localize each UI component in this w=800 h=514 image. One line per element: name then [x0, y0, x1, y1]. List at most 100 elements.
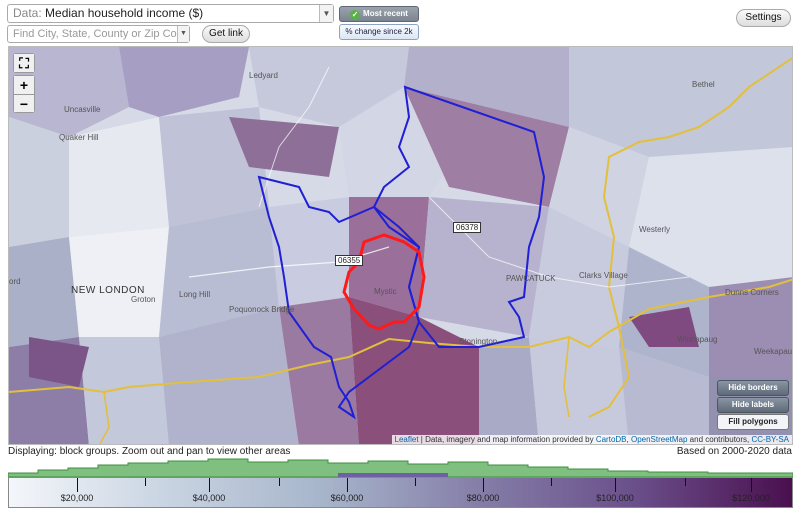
data-range-note: Based on 2000-2020 data [676, 446, 792, 457]
block-group-area [269, 197, 349, 307]
place-label: Dunns Corners [725, 288, 779, 297]
legend-tick [347, 478, 348, 492]
legend-gradient [9, 478, 792, 507]
legend-tick [279, 478, 280, 486]
block-group-area [9, 117, 69, 247]
attribution-text: and contributors, [687, 435, 752, 444]
attribution-separator: , [626, 435, 631, 444]
legend-tick [415, 478, 416, 486]
place-label: Groton [131, 295, 156, 304]
legend-tick [551, 478, 552, 486]
block-group-area [569, 47, 792, 157]
place-label: Winnapaug [677, 335, 718, 344]
fit-bounds-icon[interactable]: ⛶ [14, 54, 34, 72]
data-select-value: Median household income ($) [45, 6, 204, 20]
block-group-area [29, 337, 89, 387]
legend-tick [615, 478, 616, 492]
legend-label: $80,000 [466, 493, 500, 503]
block-group-area [629, 307, 699, 347]
road-line [258, 66, 330, 208]
settings-button[interactable]: Settings [736, 9, 791, 27]
most-recent-value-toggle[interactable]: ✓Most recent value [339, 6, 419, 32]
hide-borders-button[interactable]: Hide borders [717, 380, 789, 396]
get-link-button[interactable]: Get link [202, 25, 250, 43]
highway-line [99, 391, 110, 444]
place-label: Ledyard [249, 71, 278, 80]
choropleth-map [9, 47, 792, 444]
zip-label-06355: 06355 [335, 255, 364, 266]
value-histogram [8, 458, 793, 477]
top-toolbar: Data: Median household income ($) ▼ Find… [0, 0, 800, 46]
block-group-area [69, 117, 169, 237]
block-group-area [9, 237, 79, 347]
place-label: PAWCATUCK [506, 274, 556, 283]
place-label: Long Hill [179, 290, 211, 299]
block-group-area [529, 337, 629, 444]
zoom-control: + − [13, 75, 35, 113]
legend-tick [77, 478, 78, 492]
chevron-down-icon[interactable]: ▼ [177, 26, 189, 42]
place-label: NEW LONDON [71, 285, 145, 296]
block-group-area [349, 297, 479, 444]
fill-polygons-button[interactable]: Fill polygons [717, 414, 789, 430]
leaflet-link[interactable]: Leaflet [394, 435, 419, 444]
block-group-area [404, 87, 569, 207]
location-search-input[interactable]: Find City, State, County or Zip Code ▼ [7, 25, 190, 43]
legend-tick [209, 478, 210, 492]
block-group-area [9, 47, 129, 137]
block-group-area [629, 147, 792, 287]
highway-line [563, 336, 570, 418]
place-label: Mystic [374, 287, 397, 296]
place-label: Quaker Hill [59, 133, 99, 142]
legend-tick [483, 478, 484, 492]
highway-line [588, 57, 792, 418]
chevron-down-icon[interactable]: ▼ [319, 5, 333, 22]
place-label: Stonington [459, 337, 498, 346]
block-group-area [159, 207, 279, 337]
block-group-area [249, 47, 409, 127]
legend-label: $60,000 [330, 493, 364, 503]
legend-color-scale: $20,000 $40,000 $60,000 $80,000 $100,000… [8, 477, 793, 508]
block-group-area [419, 197, 549, 337]
fit-bounds-control[interactable]: ⛶ [13, 53, 35, 73]
zip-boundary-06355 [257, 175, 421, 420]
block-group-area [549, 127, 649, 247]
legend-label: $40,000 [192, 493, 226, 503]
percent-change-toggle[interactable]: % change since 2k [339, 24, 419, 40]
place-label: Westerly [639, 225, 670, 234]
place-label: Bethel [692, 80, 715, 89]
block-group-area [709, 277, 792, 377]
block-group-area [119, 47, 249, 117]
data-select[interactable]: Data: Median household income ($) ▼ [7, 4, 334, 23]
highway-line [9, 278, 792, 394]
block-group-area [159, 307, 299, 444]
block-group-area [229, 117, 339, 177]
block-group-area [79, 337, 169, 444]
selected-range-bar [338, 473, 448, 477]
map-attribution: Leaflet | Data, imagery and map informat… [391, 435, 792, 444]
block-group-area [69, 227, 169, 337]
legend-tick [145, 478, 146, 486]
legend-label: $20,000 [60, 493, 94, 503]
zip-label-06378: 06378 [453, 222, 482, 233]
place-label: Uncasville [64, 105, 101, 114]
block-group-area [479, 337, 539, 444]
license-link[interactable]: CC-BY-SA [751, 435, 790, 444]
check-icon: ✓ [350, 10, 361, 20]
attribution-text: | Data, imagery and map information prov… [418, 435, 596, 444]
road-line [188, 246, 390, 278]
place-label: Clarks Village [579, 271, 628, 280]
block-group-area [529, 207, 629, 347]
cartodb-link[interactable]: CartoDB [595, 435, 627, 444]
legend-tick [751, 478, 752, 492]
map-viewport[interactable]: ⛶ + − 06355 06378 Ledyard Uncasville Qua… [8, 46, 793, 445]
zip-boundary-06378 [372, 85, 546, 348]
zoom-out-button[interactable]: − [14, 94, 34, 112]
road-line [428, 196, 690, 288]
legend-tick [685, 478, 686, 486]
zoom-in-button[interactable]: + [14, 76, 34, 94]
openstreetmap-link[interactable]: OpenStreetMap [630, 435, 688, 444]
hide-labels-button[interactable]: Hide labels [717, 397, 789, 413]
data-select-prefix: Data: [13, 6, 42, 20]
place-label: ord [9, 277, 21, 286]
